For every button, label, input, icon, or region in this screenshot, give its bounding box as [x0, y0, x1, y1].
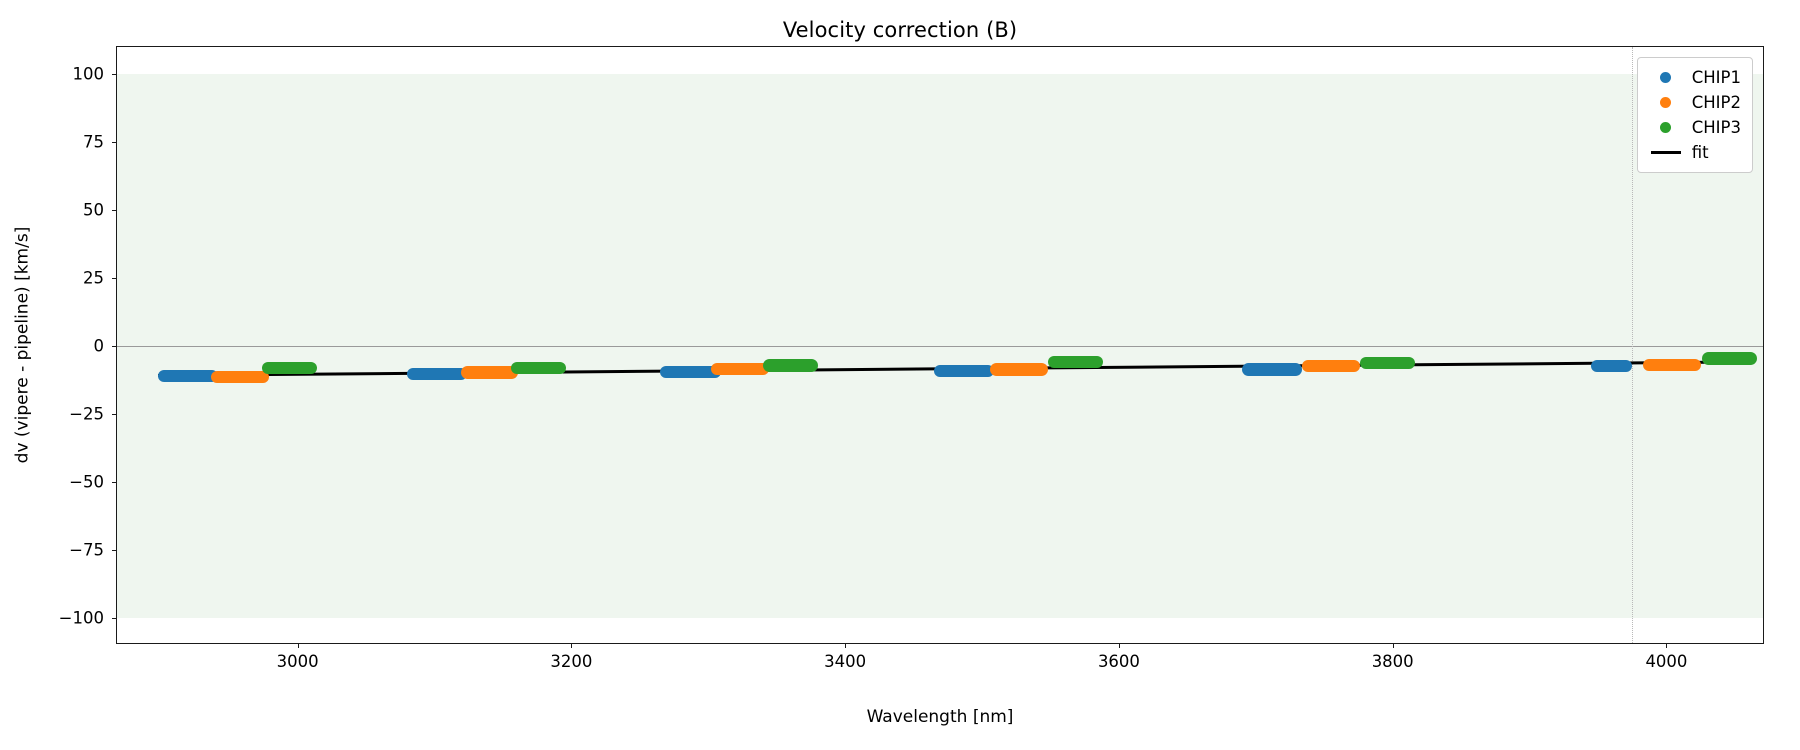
- vertical-marker-line: [1632, 47, 1634, 643]
- x-tick-label: 3400: [824, 652, 867, 671]
- y-tick: [112, 617, 117, 619]
- chart-title: Velocity correction (B): [782, 18, 1018, 42]
- legend-label: CHIP1: [1691, 68, 1741, 87]
- plot-area: 2 3000 3200 3400 3600 3800 4000 100 75 50 25 0 −25…: [59, 46, 1764, 671]
- x-tick: [1392, 643, 1394, 648]
- legend-item[interactable]: fit: [1647, 140, 1741, 165]
- y-tick: [112, 210, 117, 212]
- zero-reference-line: [117, 346, 1763, 347]
- x-axis-label: Wavelength [nm]: [866, 707, 1014, 727]
- legend-item[interactable]: CHIP2: [1647, 90, 1741, 115]
- data-point-cluster: [407, 368, 468, 381]
- y-tick: [112, 549, 117, 551]
- tolerance-band: [117, 74, 1763, 618]
- chart-legend[interactable]: CHIP1 CHIP2 CHIP3 fit: [1636, 57, 1753, 173]
- y-tick-label: −100: [58, 608, 104, 628]
- data-point-cluster: [1302, 359, 1360, 373]
- y-tick: [112, 413, 117, 415]
- data-point-cluster: [1643, 358, 1701, 372]
- y-tick-label: 25: [83, 268, 104, 288]
- data-point-cluster: [990, 363, 1048, 376]
- legend-label: CHIP3: [1691, 118, 1741, 137]
- plot-clip: 2: [117, 47, 1763, 643]
- x-tick-label: 3000: [276, 652, 319, 671]
- legend-dot-icon: [1647, 97, 1685, 108]
- x-tick: [1666, 643, 1668, 648]
- y-tick-label: −50: [69, 472, 104, 492]
- data-point-cluster: [1591, 359, 1633, 373]
- y-tick: [112, 481, 117, 483]
- data-point-cluster: [1242, 363, 1303, 376]
- data-point-cluster: [460, 366, 519, 379]
- data-point-cluster: [1047, 356, 1103, 369]
- y-tick-label: 75: [83, 132, 104, 152]
- y-tick: [112, 142, 117, 144]
- legend-label: CHIP2: [1691, 93, 1741, 112]
- x-tick: [1118, 643, 1120, 648]
- y-tick-label: −25: [69, 404, 104, 424]
- legend-item[interactable]: CHIP1: [1647, 65, 1741, 90]
- x-tick-label: 3800: [1371, 652, 1414, 671]
- data-point-cluster: [158, 369, 219, 383]
- legend-item[interactable]: CHIP3: [1647, 115, 1741, 140]
- x-tick-label: 3200: [550, 652, 593, 671]
- y-tick-label: 0: [93, 336, 105, 356]
- x-tick: [571, 643, 573, 648]
- y-axis-label: dv (vipere - pipeline) [km/s]: [10, 46, 34, 644]
- data-point-cluster: [211, 370, 269, 384]
- legend-line-icon: [1647, 151, 1685, 154]
- x-tick-label: 4000: [1645, 652, 1688, 671]
- x-tick: [845, 643, 847, 648]
- y-tick: [112, 74, 117, 76]
- data-point-cluster: [934, 364, 995, 378]
- data-point-cluster: [511, 361, 566, 374]
- legend-dot-icon: [1647, 72, 1685, 83]
- y-axis-label-text: dv (vipere - pipeline) [km/s]: [12, 226, 33, 464]
- data-point-cluster: [763, 359, 818, 372]
- x-tick: [297, 643, 299, 648]
- data-point-cluster: [711, 362, 769, 375]
- legend-label: fit: [1691, 143, 1709, 162]
- data-point-cluster: [262, 362, 317, 375]
- x-tick-label: 3600: [1097, 652, 1140, 671]
- y-tick-label: 50: [83, 200, 104, 220]
- data-point-cluster: [1359, 356, 1415, 370]
- legend-dot-icon: [1647, 122, 1685, 133]
- y-tick-label: −75: [69, 540, 104, 560]
- y-tick: [112, 346, 117, 347]
- data-point-cluster: [1702, 352, 1757, 365]
- data-point-cluster: [660, 365, 721, 379]
- y-tick-label: 100: [72, 64, 105, 84]
- y-tick: [112, 278, 117, 280]
